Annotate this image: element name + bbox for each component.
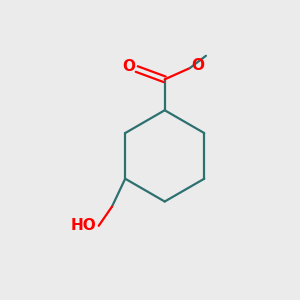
Text: HO: HO [70, 218, 96, 233]
Text: O: O [191, 58, 205, 73]
Text: O: O [122, 59, 135, 74]
